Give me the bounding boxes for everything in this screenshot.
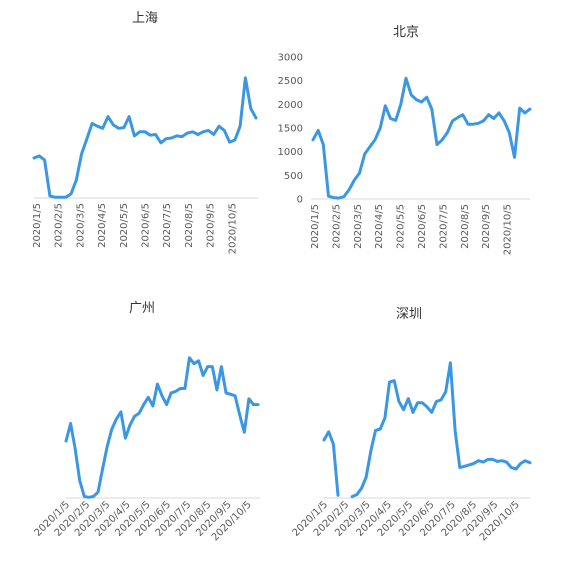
y-tick-label: 0 (297, 195, 303, 206)
x-tick-label: 2020/3/5 (75, 203, 86, 248)
series-line (322, 430, 340, 497)
x-tick-label: 2020/1/5 (32, 203, 43, 248)
x-tick-label: 2020/6/5 (417, 204, 428, 249)
series-line-segment (350, 361, 532, 499)
x-tick-label: 2020/6/5 (141, 203, 152, 248)
y-tick-label: 2500 (278, 76, 303, 87)
chart-shanghai: 上海 2020/1/5 2020/2/5 2020/3/5 2020/4/5 2020/… (32, 11, 258, 254)
x-tick-label: 2020/8/5 (460, 204, 471, 249)
x-tick-label: 2020/4/5 (97, 203, 108, 248)
chart-beijing: 北京 2020/1/5 2020/2/5 2020/3/5 2020/4/5 2020/… (278, 25, 532, 255)
x-tick-label: 2020/1/5 (310, 204, 321, 249)
series-line (32, 76, 258, 199)
x-tick-label: 2020/2/5 (54, 203, 65, 248)
x-tick-label: 2020/10/5 (503, 204, 514, 255)
x-tick-label: 2020/8/5 (184, 203, 195, 248)
x-tick-label: 2020/9/5 (206, 203, 217, 248)
x-tick-label: 2020/7/5 (438, 204, 449, 249)
x-tick-labels: 2020/1/52020/2/52020/3/52020/4/52020/5/5… (291, 499, 522, 543)
x-tick-label: 2020/9/5 (481, 204, 492, 249)
x-tick-labels: 2020/1/52020/2/52020/3/52020/4/52020/5/5… (33, 499, 254, 543)
x-tick-label: 2020/2/5 (331, 204, 342, 249)
x-tick-label: 2020/5/5 (396, 204, 407, 249)
series-line (64, 356, 260, 499)
x-tick-label: 2020/7/5 (162, 203, 173, 248)
x-tick-labels: 2020/1/5 2020/2/5 2020/3/5 2020/4/5 2020/5/5… (32, 203, 238, 254)
y-tick-label: 1000 (278, 147, 303, 158)
chart-shenzhen: 深圳 2020/1/52020/2/52020/3/52020/4/52020/… (291, 307, 532, 543)
series-line (311, 76, 532, 200)
y-tick-label: 2000 (278, 100, 303, 111)
chart-title: 上海 (132, 11, 158, 26)
y-tick-label: 500 (284, 171, 303, 182)
y-tick-label: 3000 (278, 53, 303, 64)
y-tick-labels: 0 500 1000 1500 2000 2500 3000 (278, 53, 303, 206)
chart-title: 广州 (129, 301, 155, 316)
x-tick-label: 2020/3/5 (353, 204, 364, 249)
x-tick-label: 2020/5/5 (119, 203, 130, 248)
y-tick-label: 1500 (278, 124, 303, 135)
x-tick-label: 2020/4/5 (374, 204, 385, 249)
chart-title: 北京 (393, 25, 419, 40)
chart-guangzhou: 广州 2020/1/52020/2/52020/3/52020/4/52020/… (33, 301, 260, 543)
chart-title: 深圳 (396, 307, 422, 322)
x-tick-labels: 2020/1/5 2020/2/5 2020/3/5 2020/4/5 2020/5/5… (310, 204, 514, 255)
x-tick-label: 2020/10/5 (227, 203, 238, 254)
